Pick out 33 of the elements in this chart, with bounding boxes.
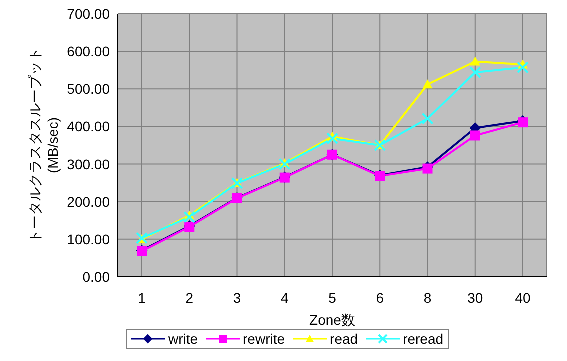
y-tick-label: 100.00 (67, 231, 110, 248)
x-tick-label: 4 (280, 290, 289, 306)
y-tick-label: 700.00 (67, 6, 110, 22)
x-tick-label: 8 (424, 290, 432, 306)
y-tick-label: 400.00 (67, 118, 110, 135)
point (278, 158, 291, 170)
point (184, 211, 196, 224)
y-tick-label: 200.00 (67, 194, 110, 210)
y-tick-label: 0.00 (82, 268, 110, 285)
legend-label: read (330, 331, 358, 347)
x-tick-label: 30 (468, 290, 484, 306)
legend-label: write (168, 331, 198, 347)
legend-label: reread (403, 331, 444, 347)
x-tick-label: 40 (515, 290, 531, 306)
legend-label: rewrite (243, 331, 286, 347)
x-tick-label: 1 (138, 290, 146, 306)
y-tick-label: 600.00 (67, 44, 110, 60)
point (422, 80, 433, 89)
point (326, 132, 338, 145)
x-tick-label: 3 (233, 290, 242, 306)
x-axis-title: Zone数 (310, 312, 356, 328)
point (422, 112, 434, 125)
x-tick-label: 2 (186, 290, 194, 306)
point (469, 66, 482, 79)
point (517, 62, 529, 74)
y-tick-label: 500.00 (67, 81, 110, 98)
y-axis-title: トータルクラスタスループット (MB/sec) (26, 48, 61, 244)
x-tick-label: 6 (376, 290, 384, 306)
point (470, 56, 480, 66)
point (470, 130, 480, 141)
y-tick-label: 300.00 (67, 156, 110, 172)
point (518, 118, 528, 128)
x-tick-label: 5 (328, 290, 337, 306)
